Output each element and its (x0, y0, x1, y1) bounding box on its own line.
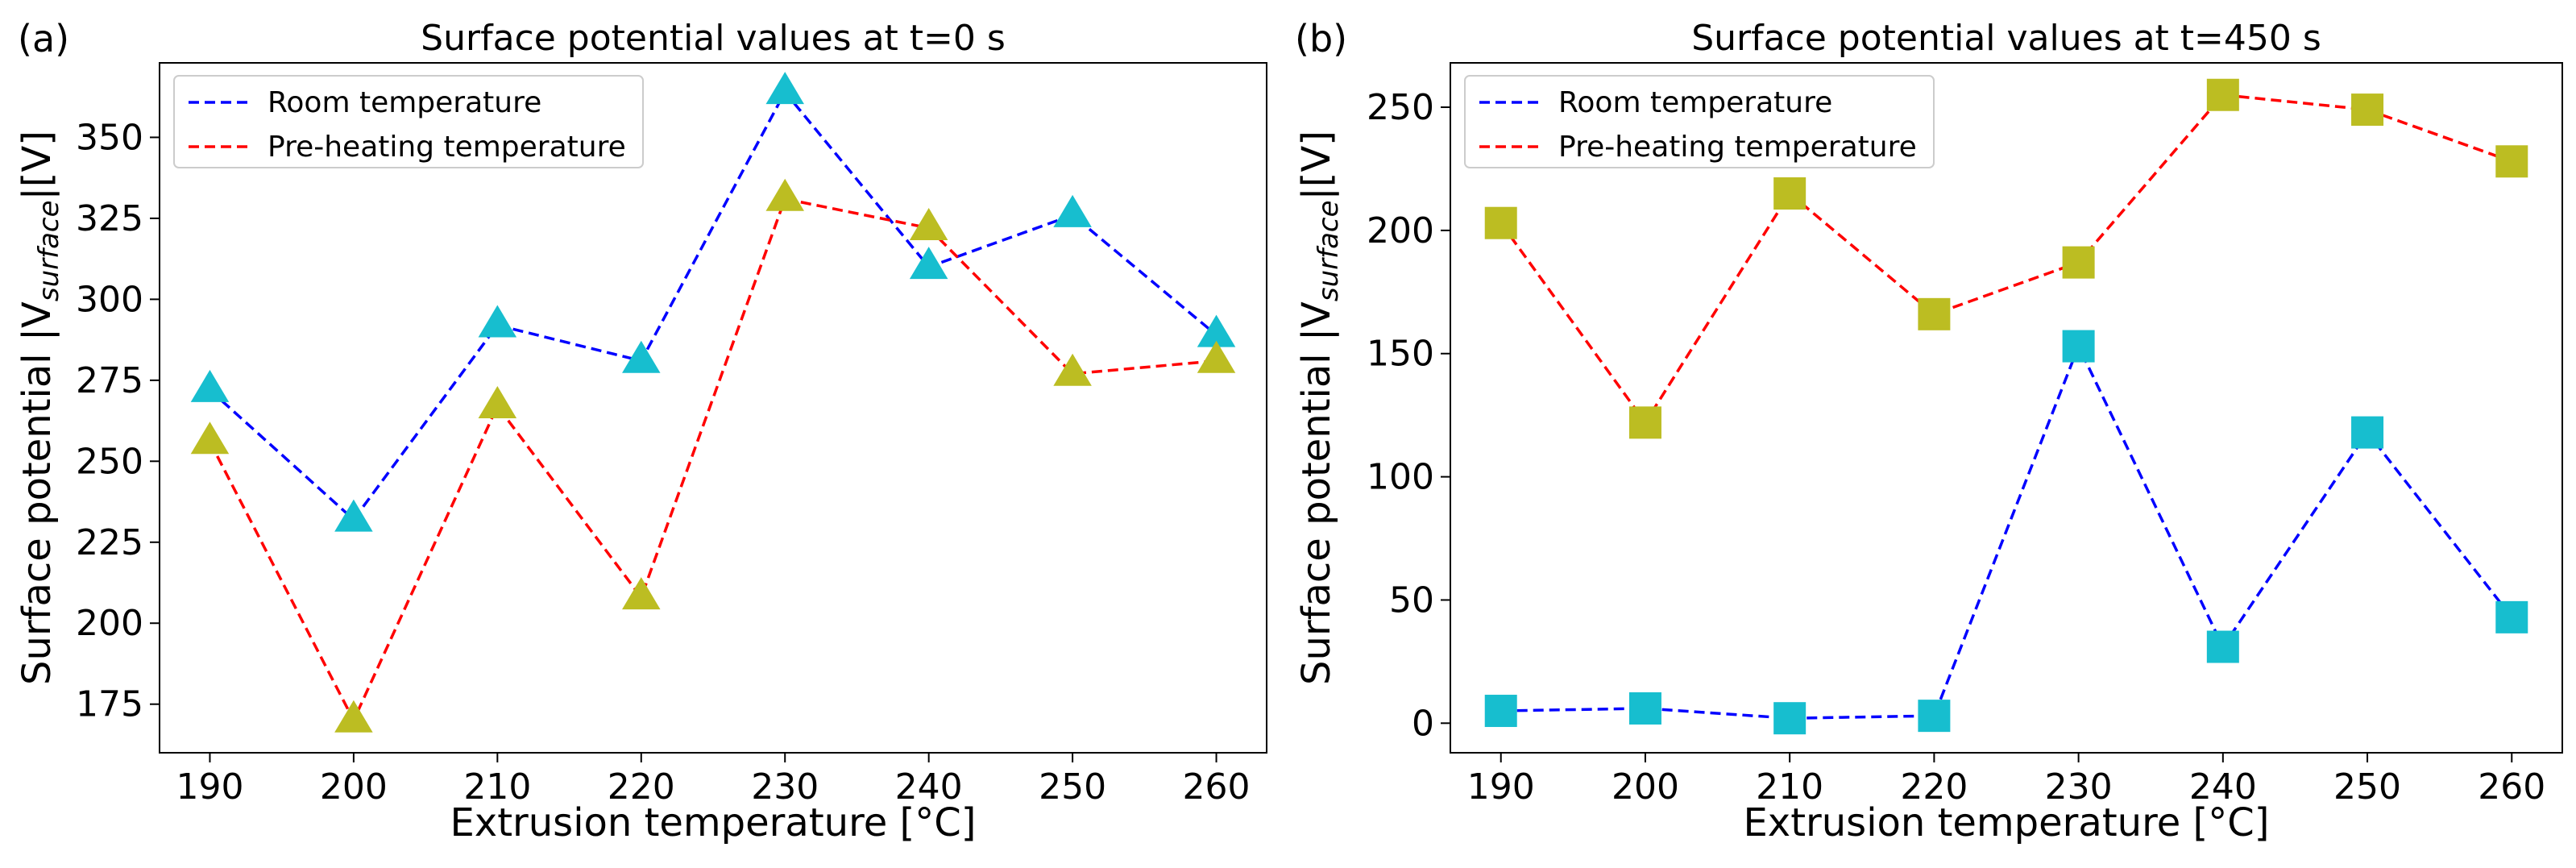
panel-tag-a: (a) (18, 17, 69, 60)
y-axis-label-main: Surface potential |V (1294, 301, 1339, 685)
data-point-room (622, 340, 661, 373)
y-tick-label: 0 (1412, 703, 1434, 744)
x-axis-label: Extrusion temperature [°C] (450, 800, 976, 845)
data-point-preheat (478, 385, 517, 418)
legend-label: Room temperature (268, 86, 541, 119)
data-point-room (2495, 600, 2528, 633)
y-tick-label: 250 (76, 441, 143, 482)
x-tick-label: 220 (1900, 766, 1968, 808)
series-line-room (1500, 343, 2513, 720)
data-point-room (1918, 700, 1951, 733)
chart-panel-a: Surface potential values at t=0 s 190 200 2… (15, 18, 1267, 845)
x-tick-label: 260 (1183, 766, 1251, 808)
x-tick-label: 260 (2478, 766, 2545, 808)
chart-panel-b: Surface potential values at t=450 s 190 20… (1294, 18, 2563, 845)
plot-area-frame (159, 62, 1267, 754)
data-point-room (1197, 314, 1236, 347)
data-point-room (2351, 416, 2384, 449)
data-point-room (765, 72, 804, 105)
plot-area-frame (1450, 62, 2563, 754)
data-point-room (334, 499, 373, 532)
y-axis-label: Surface potential |Vsurface|[V] (1294, 131, 1345, 685)
x-tick-label: 230 (2045, 766, 2113, 808)
panel-tag-b: (b) (1295, 17, 1347, 60)
x-tick-label: 190 (176, 766, 243, 808)
legend-label: Room temperature (1558, 86, 1832, 119)
chart-title: Surface potential values at t=450 s (1691, 18, 2321, 59)
data-point-room (2206, 630, 2239, 663)
x-tick-label: 200 (1612, 766, 1679, 808)
data-point-preheat (2351, 93, 2384, 127)
x-tick-label: 190 (1467, 766, 1535, 808)
legend-label: Pre-heating temperature (1558, 131, 1917, 164)
data-point-preheat (2206, 78, 2239, 111)
y-axis-label-unit: |[V] (1294, 131, 1339, 200)
y-axis-label: Surface potential |Vsurface|[V] (15, 131, 65, 685)
data-point-room (1484, 695, 1517, 728)
data-point-preheat (1484, 206, 1517, 239)
y-tick-label: 350 (76, 117, 143, 158)
data-point-preheat (334, 700, 373, 733)
x-tick-label: 250 (2333, 766, 2401, 808)
x-tick-label: 240 (895, 766, 963, 808)
y-tick-label: 275 (76, 360, 143, 401)
y-tick-label: 175 (76, 684, 143, 725)
y-tick-label: 325 (76, 198, 143, 239)
data-point-room (1053, 194, 1092, 227)
data-point-preheat (2495, 145, 2528, 178)
x-tick-label: 200 (320, 766, 388, 808)
y-tick-label: 200 (76, 603, 143, 644)
x-tick-label: 210 (463, 766, 531, 808)
legend-label: Pre-heating temperature (268, 131, 626, 164)
data-point-preheat (1053, 353, 1092, 386)
chart-title: Surface potential values at t=0 s (421, 18, 1006, 59)
data-point-preheat (1918, 297, 1951, 330)
y-tick-label: 50 (1389, 579, 1434, 621)
y-tick-label: 225 (76, 522, 143, 563)
data-point-preheat (1773, 177, 1807, 210)
series-line-room (209, 89, 1217, 522)
data-point-room (909, 247, 948, 280)
x-axis-label: Extrusion temperature [°C] (1743, 800, 2269, 845)
y-tick-label: 300 (76, 279, 143, 320)
x-tick-label: 210 (1756, 766, 1823, 808)
data-point-preheat (909, 207, 948, 240)
data-point-room (478, 305, 517, 338)
data-point-room (190, 369, 230, 402)
y-tick-label: 200 (1367, 210, 1434, 251)
data-point-preheat (190, 422, 230, 455)
y-tick-label: 250 (1367, 87, 1434, 128)
y-axis-label-subscript: surface (1313, 200, 1345, 301)
data-point-room (1773, 702, 1807, 735)
y-tick-label: 150 (1367, 334, 1434, 375)
legend-box (173, 75, 644, 168)
legend-box (1464, 75, 1935, 168)
data-point-preheat (765, 178, 804, 211)
data-point-room (2062, 330, 2095, 363)
data-point-preheat (1197, 340, 1236, 373)
x-tick-label: 230 (751, 766, 819, 808)
series-line-preheat (208, 197, 1217, 724)
data-point-preheat (622, 577, 661, 610)
y-axis-label-subscript: surface (33, 200, 65, 301)
data-point-preheat (1628, 406, 1661, 439)
x-tick-label: 240 (2189, 766, 2257, 808)
series-line-preheat (1500, 93, 2512, 426)
data-point-preheat (2062, 246, 2095, 279)
data-point-room (1628, 691, 1661, 725)
x-tick-label: 250 (1039, 766, 1106, 808)
x-tick-label: 220 (608, 766, 675, 808)
y-axis-label-unit: |[V] (15, 131, 60, 200)
y-axis-label-main: Surface potential |V (15, 301, 60, 685)
y-tick-label: 100 (1367, 457, 1434, 498)
